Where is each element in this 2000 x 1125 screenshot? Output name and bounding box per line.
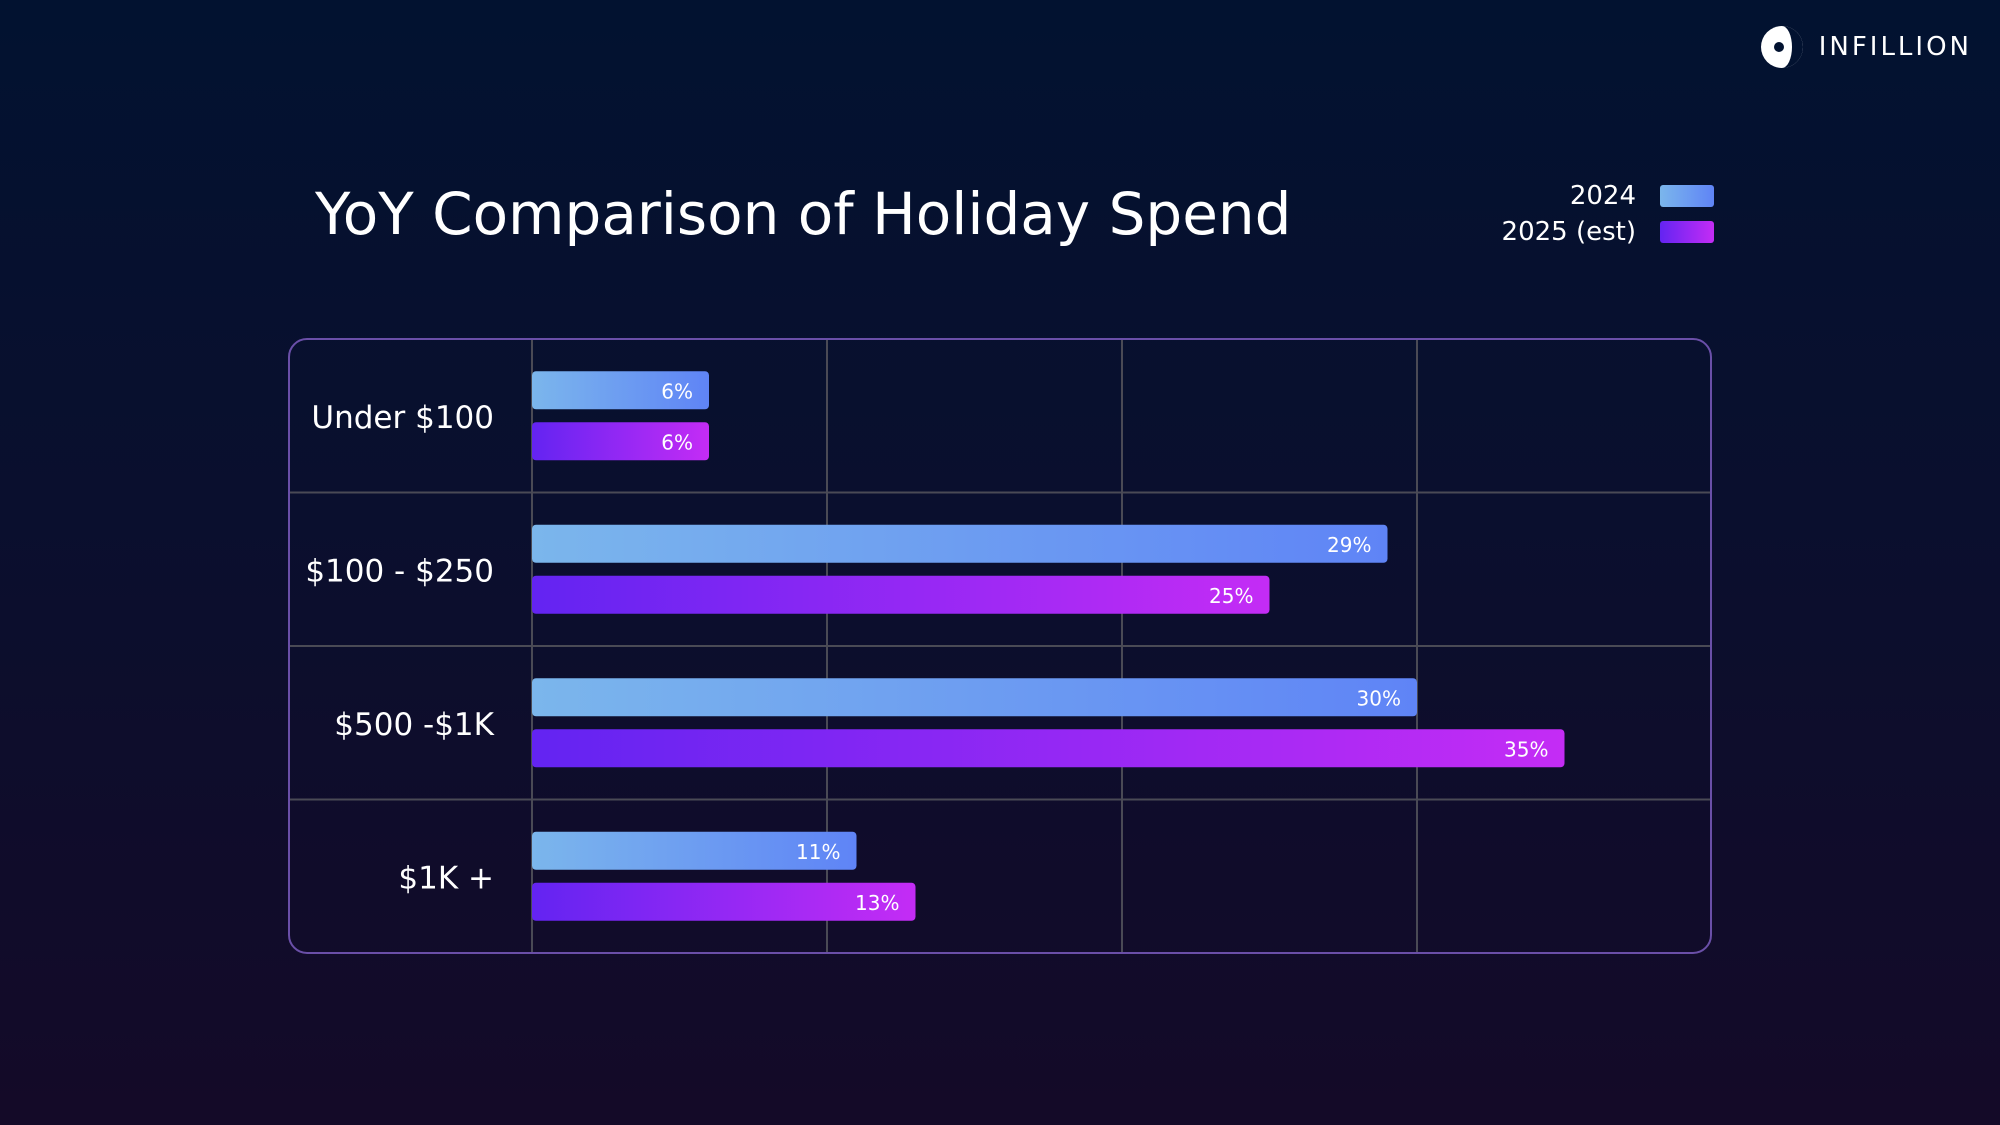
bar-2024 bbox=[532, 831, 857, 870]
bar-2024 bbox=[532, 678, 1417, 717]
bar-value-label: 6% bbox=[661, 430, 693, 454]
bar-value-label: 25% bbox=[1209, 584, 1253, 608]
legend-label-2024: 2024 bbox=[1569, 181, 1636, 211]
category-label: Under $100 bbox=[311, 400, 494, 436]
brand: INFILLION bbox=[1759, 24, 1972, 70]
category-label: $1K + bbox=[398, 860, 494, 896]
bar-2025 bbox=[532, 882, 916, 921]
legend-swatch-2024 bbox=[1660, 185, 1714, 207]
legend-swatch-2025 bbox=[1660, 221, 1714, 243]
chart-bars bbox=[532, 371, 1565, 921]
bar-value-label: 6% bbox=[661, 379, 693, 403]
legend-label-2025: 2025 (est) bbox=[1501, 217, 1636, 247]
legend-item-2024: 2024 bbox=[1440, 178, 1714, 214]
chart-legend: 2024 2025 (est) bbox=[1440, 178, 1714, 250]
bar-2025 bbox=[532, 575, 1270, 614]
bar-value-label: 35% bbox=[1504, 737, 1548, 761]
bar-2025 bbox=[532, 422, 709, 461]
bar-value-label: 29% bbox=[1327, 533, 1371, 557]
brand-name: INFILLION bbox=[1818, 32, 1972, 62]
category-label: $100 - $250 bbox=[305, 553, 494, 589]
chart-grid bbox=[288, 338, 1712, 954]
bar-2024 bbox=[532, 524, 1388, 563]
bar-value-label: 30% bbox=[1357, 686, 1401, 710]
legend-item-2025: 2025 (est) bbox=[1440, 214, 1714, 250]
chart-frame bbox=[288, 338, 1712, 954]
infillion-logo-icon bbox=[1760, 26, 1803, 68]
chart-title: YoY Comparison of Holiday Spend bbox=[315, 180, 1292, 248]
bar-value-label: 11% bbox=[796, 840, 840, 864]
bar-2024 bbox=[532, 371, 709, 410]
category-label: $500 -$1K bbox=[334, 707, 494, 743]
bar-value-label: 13% bbox=[855, 891, 899, 915]
bar-2025 bbox=[532, 729, 1565, 768]
chart-labels: Under $100 6% 6% $100 - $250 29% 25% $500 -$1K… bbox=[305, 379, 1548, 915]
